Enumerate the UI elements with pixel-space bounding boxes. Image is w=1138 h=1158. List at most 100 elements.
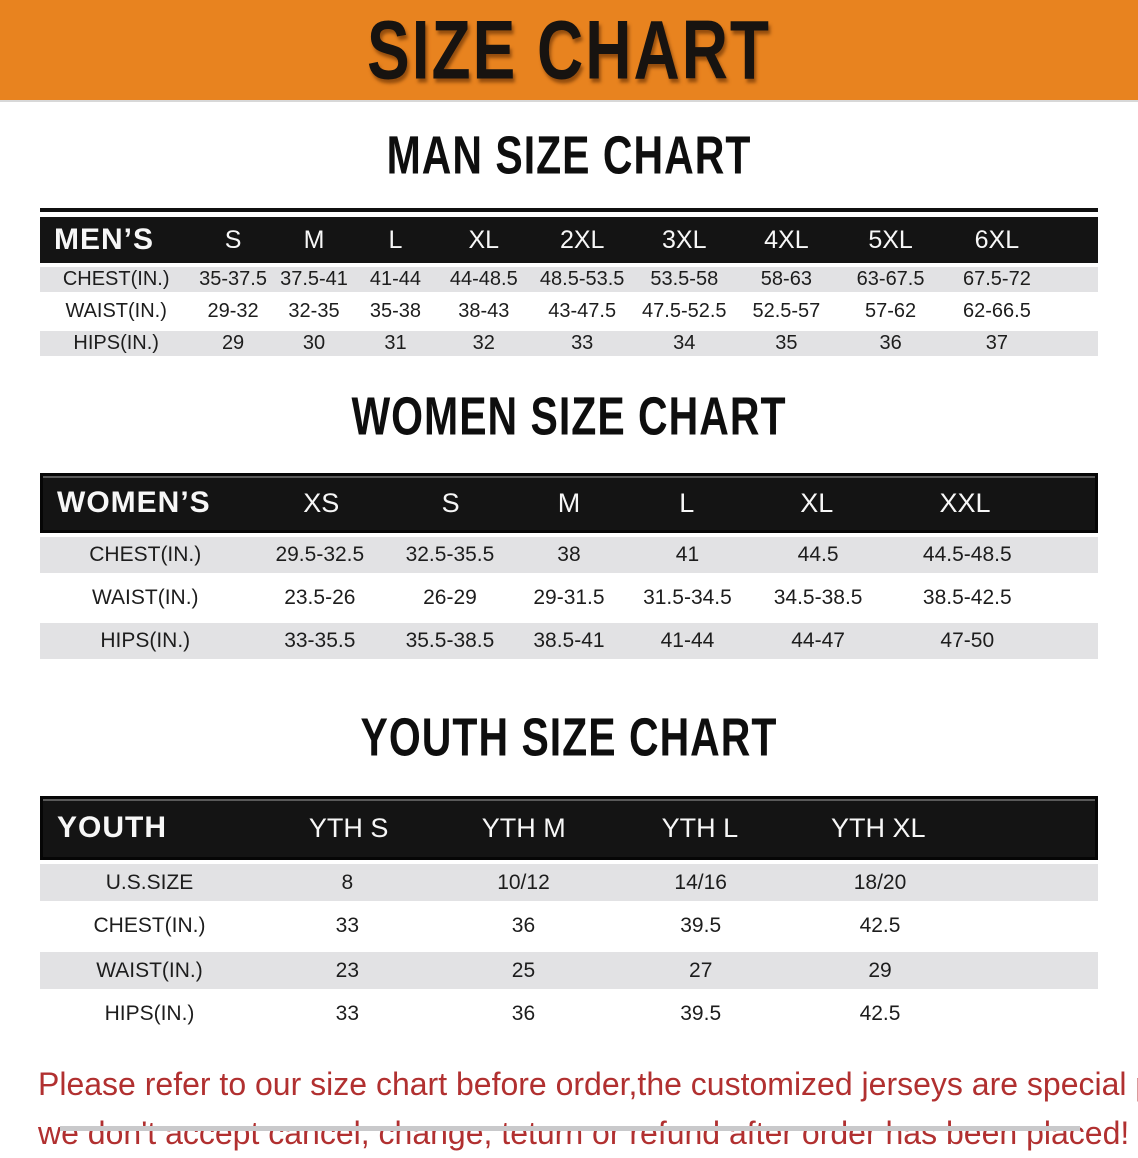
row-label: HIPS(IN.) (73, 332, 159, 354)
size-cell: 41-44 (660, 629, 715, 652)
size-cell: 41 (675, 543, 700, 566)
size-cell: 33 (571, 332, 594, 354)
table-row-u-s-size: U.S.SIZE 8 10/12 14/16 18/20 (40, 860, 1098, 904)
size-cell: 39.5 (680, 1002, 722, 1025)
size-cell: 37 (985, 332, 1009, 354)
size-header-xxl: XXL (939, 487, 991, 518)
size-cell: 48.5-53.5 (539, 268, 625, 290)
size-cell: 44.5 (797, 543, 839, 566)
row-label: WAIST(IN.) (91, 585, 199, 609)
size-cell: 32-35 (288, 299, 340, 322)
size-cell: 67.5-72 (962, 268, 1031, 290)
size-cell: 38.5-42.5 (922, 585, 1012, 609)
size-cell: 33 (335, 914, 360, 937)
size-header-yth-m: YTH M (481, 812, 566, 843)
table-corner-label: MEN’S (54, 223, 155, 256)
section-title-youth-size-chart: YOUTH SIZE CHART (0, 707, 1138, 774)
size-header-xl: XL (800, 487, 834, 518)
size-cell: 33 (335, 1002, 360, 1025)
size-cell: 42.5 (859, 914, 901, 937)
size-cell: 35 (775, 332, 798, 354)
size-cell: 29 (221, 332, 245, 354)
size-table-youth: YOUTH YTH S YTH M YTH L YTH XL U.S.SIZE 8 10/12… (40, 796, 1098, 1036)
size-cell: 44-47 (791, 629, 845, 652)
size-table-women-s: WOMEN’S XS S M L XL XXL CHEST(IN.) 29.5-32.5 32.5… (40, 473, 1098, 662)
size-header-yth-xl: YTH XL (830, 812, 926, 843)
table-row-chest-in: CHEST(IN.) 35-37.5 37.5-41 41-44 44-48.5 48.5… (40, 263, 1098, 295)
size-header-s: S (441, 487, 460, 518)
disclaimer-line-1: Please refer to our size chart before or… (38, 1066, 1138, 1102)
size-header-3xl: 3XL (662, 225, 707, 254)
bottom-divider (60, 1126, 1080, 1131)
size-cell: 18/20 (853, 870, 907, 894)
size-cell: 43-47.5 (548, 299, 617, 322)
size-cell: 38.5-41 (533, 629, 605, 652)
table-row-waist-in: WAIST(IN.) 23.5-26 26-29 29-31.5 31.5-34.5 34… (40, 576, 1098, 619)
size-cell: 41-44 (369, 268, 422, 290)
size-cell: 36 (511, 1002, 536, 1025)
size-header-yth-l: YTH L (661, 812, 739, 843)
size-cell: 31.5-34.5 (643, 585, 732, 609)
size-cell: 31 (384, 332, 407, 354)
size-cell: 25 (511, 958, 536, 982)
size-cell: 53.5-58 (650, 268, 719, 290)
row-label: HIPS(IN.) (100, 629, 191, 652)
row-label: CHEST(IN.) (62, 268, 170, 290)
size-cell: 32 (472, 332, 495, 354)
size-cell: 47.5-52.5 (642, 299, 727, 322)
row-label: CHEST(IN.) (93, 914, 206, 937)
size-cell: 29-31.5 (533, 585, 605, 609)
table-header-row: YOUTH YTH S YTH M YTH L YTH XL (40, 796, 1098, 860)
table-row-hips-in: HIPS(IN.) 33-35.5 35.5-38.5 38.5-41 41-44 44-… (40, 619, 1098, 662)
size-cell: 29.5-32.5 (275, 543, 365, 566)
size-header-xl: XL (468, 225, 500, 254)
size-cell: 42.5 (859, 1002, 901, 1025)
size-header-5xl: 5XL (868, 225, 913, 254)
row-label: WAIST(IN.) (96, 958, 203, 982)
size-cell: 52.5-57 (752, 299, 821, 322)
size-cell: 30 (302, 332, 326, 354)
table-row-hips-in: HIPS(IN.) 29 30 31 32 33 34 35 36 37 (40, 327, 1098, 359)
size-header-2xl: 2XL (559, 225, 605, 254)
size-cell: 34.5-38.5 (773, 585, 863, 609)
row-label: U.S.SIZE (105, 870, 194, 894)
size-cell: 38-43 (458, 299, 510, 322)
section-title-text: YOUTH SIZE CHART (360, 706, 778, 768)
section-title-women-size-chart: WOMEN SIZE CHART (0, 386, 1138, 453)
size-header-xs: XS (303, 487, 340, 518)
table-row-chest-in: CHEST(IN.) 33 36 39.5 42.5 (40, 904, 1098, 948)
size-cell: 44.5-48.5 (922, 543, 1012, 566)
disclaimer-line-2: we don't accept cancel, change, teturn o… (38, 1115, 1130, 1151)
size-cell: 62-66.5 (962, 299, 1031, 322)
section-title-text: WOMEN SIZE CHART (351, 385, 787, 447)
section-title-man-size-chart: MAN SIZE CHART (0, 125, 1138, 192)
size-header-l: L (388, 225, 403, 254)
table-row-waist-in: WAIST(IN.) 23 25 27 29 (40, 948, 1098, 992)
size-cell: 36 (511, 914, 536, 937)
table-corner-label: WOMEN’S (57, 486, 211, 519)
disclaimer-text: Please refer to our size chart before or… (38, 1060, 1138, 1158)
row-label: CHEST(IN.) (89, 543, 202, 566)
size-cell: 8 (341, 870, 354, 894)
size-cell: 14/16 (674, 870, 727, 894)
size-cell: 23.5-26 (284, 585, 356, 609)
size-cell: 34 (673, 332, 696, 354)
banner-title: SIZE CHART (367, 3, 771, 97)
size-header-s: S (224, 225, 242, 254)
section-title-text: MAN SIZE CHART (386, 124, 752, 186)
size-cell: 44-48.5 (449, 268, 518, 290)
table-corner-label: YOUTH (57, 811, 167, 844)
size-header-4xl: 4XL (764, 225, 809, 254)
size-header-yth-s: YTH S (308, 812, 389, 843)
size-cell: 23 (335, 958, 360, 982)
size-header-m: M (303, 225, 325, 254)
size-header-l: L (679, 487, 695, 518)
size-table-men-s: MEN’S S M L XL 2XL 3XL 4XL 5XL 6XL CHEST(IN.) 35-37… (40, 208, 1098, 359)
size-cell: 36 (879, 332, 902, 354)
size-header-6xl: 6XL (974, 225, 1020, 254)
size-cell: 29 (868, 958, 892, 982)
table-header-row: WOMEN’S XS S M L XL XXL (40, 473, 1098, 533)
size-cell: 35.5-38.5 (405, 629, 495, 652)
size-cell: 33-35.5 (284, 629, 356, 652)
size-cell: 37.5-41 (280, 268, 348, 290)
